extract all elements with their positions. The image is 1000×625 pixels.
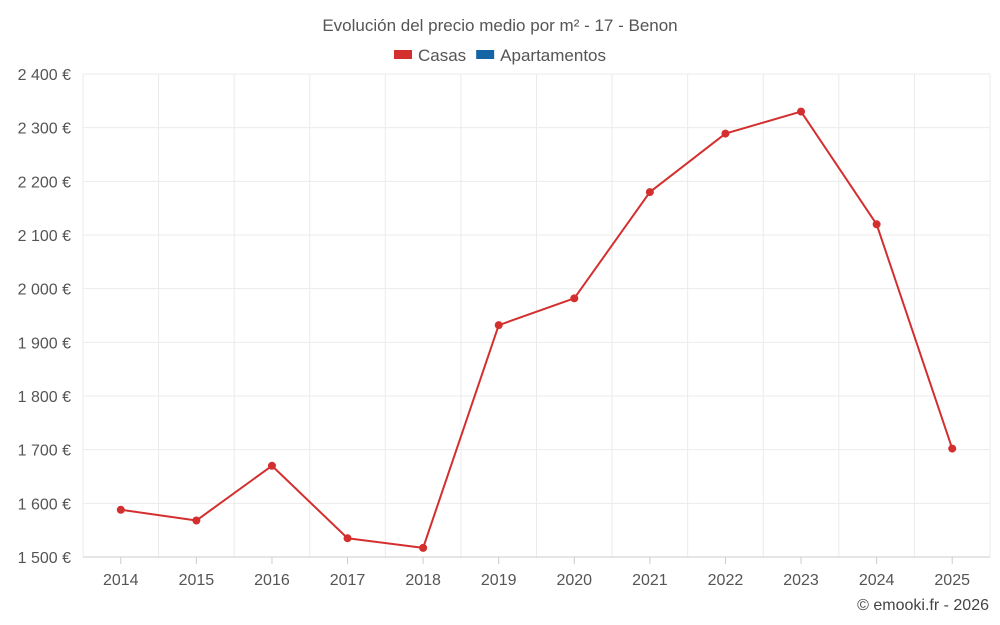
chart-title: Evolución del precio medio por m² - 17 -…	[322, 16, 677, 35]
y-tick-label: 1 900 €	[18, 335, 71, 352]
data-point	[797, 107, 806, 116]
data-point	[494, 321, 503, 330]
x-axis: 2014 2015 2016 2017 2018 2019 2020 2021 2022 2023…	[103, 557, 970, 589]
data-point	[116, 505, 125, 514]
data-point	[267, 461, 276, 470]
y-tick-label: 1 500 €	[18, 550, 71, 567]
x-tick-label: 2016	[254, 572, 290, 589]
x-tick-label: 2025	[934, 572, 970, 589]
y-tick-label: 1 600 €	[18, 496, 71, 513]
data-point	[419, 543, 428, 552]
legend-label: Apartamentos	[500, 46, 606, 65]
y-tick-label: 2 100 €	[18, 228, 71, 245]
series-line	[120, 110, 954, 549]
legend-swatch	[476, 50, 495, 59]
x-tick-label: 2019	[481, 572, 517, 589]
legend: Casas Apartamentos	[393, 46, 606, 65]
y-tick-label: 1 800 €	[18, 389, 71, 406]
series-casas	[116, 107, 957, 552]
data-point	[192, 516, 201, 525]
y-tick-label: 2 000 €	[18, 282, 71, 299]
data-point	[948, 444, 957, 453]
grid	[82, 73, 991, 558]
y-tick-label: 2 400 €	[18, 67, 71, 84]
legend-swatch	[393, 50, 412, 59]
x-tick-label: 2021	[632, 572, 668, 589]
data-point	[872, 220, 881, 229]
x-tick-label: 2017	[330, 572, 366, 589]
x-tick-label: 2014	[103, 572, 139, 589]
x-tick-label: 2015	[179, 572, 215, 589]
x-tick-label: 2023	[783, 572, 819, 589]
data-point	[721, 129, 730, 138]
y-axis: 1 500 € 1 600 € 1 700 € 1 800 € 1 900 € 2 000…	[18, 67, 71, 567]
legend-item-casas: Casas	[393, 46, 466, 65]
data-point	[645, 188, 654, 197]
legend-label: Casas	[418, 46, 466, 65]
x-tick-label: 2020	[556, 572, 592, 589]
y-tick-label: 1 700 €	[18, 443, 71, 460]
series-layer	[116, 107, 957, 552]
data-point	[570, 294, 579, 303]
x-tick-label: 2018	[405, 572, 441, 589]
y-tick-label: 2 200 €	[18, 174, 71, 191]
y-tick-label: 2 300 €	[18, 121, 71, 138]
x-tick-label: 2024	[859, 572, 895, 589]
x-tick-label: 2022	[708, 572, 744, 589]
data-point	[343, 534, 352, 543]
credit-text: © emooki.fr - 2026	[857, 597, 989, 614]
legend-item-apartamentos: Apartamentos	[476, 46, 606, 65]
